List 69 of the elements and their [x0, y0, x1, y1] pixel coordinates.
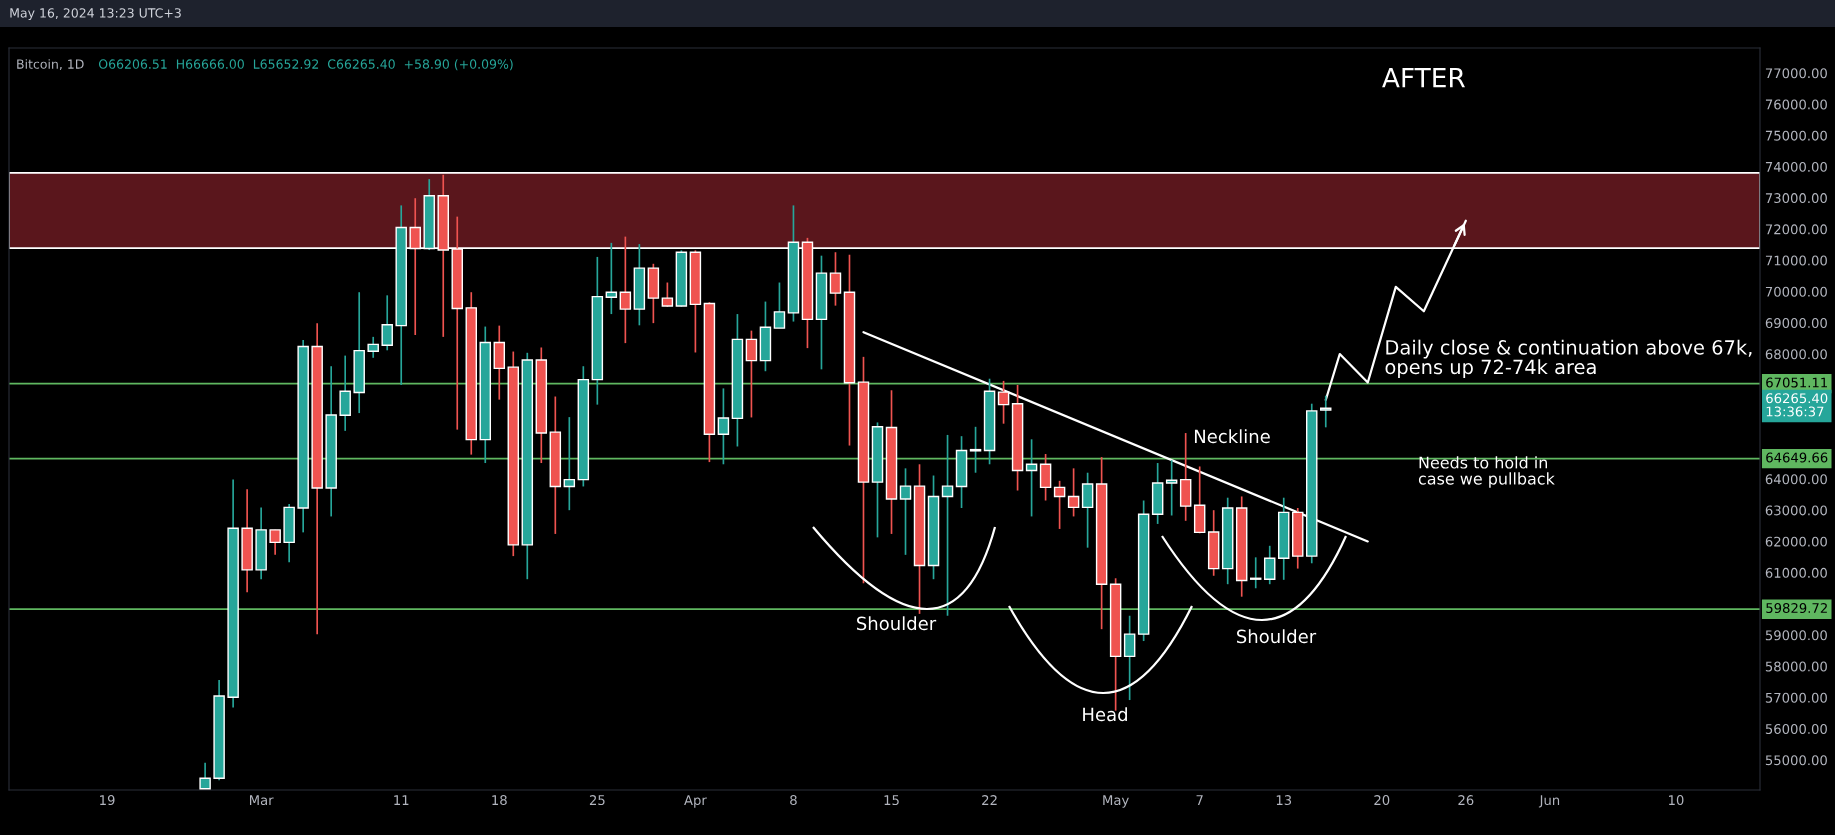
x-tick-label: 26 — [1458, 795, 1474, 806]
candlestick — [829, 251, 842, 307]
candlestick — [745, 329, 758, 419]
x-tick-label: Mar — [249, 795, 274, 806]
x-tick-label: 22 — [982, 795, 997, 805]
annotation: Daily close & continuation above 67k, opens up 72-74k area — [1385, 339, 1752, 379]
text: May 16, 2024 13:23 UTC+3 — [10, 8, 181, 21]
x-tick-label: 10 — [1669, 795, 1684, 806]
x-tick-label: 7 — [1196, 795, 1203, 805]
candlestick — [1067, 467, 1080, 518]
y-tick-label: 70000.00 — [1765, 286, 1827, 297]
y-tick-label: 57000.00 — [1765, 692, 1827, 703]
candlestick — [717, 387, 730, 466]
candlestick — [1263, 544, 1276, 586]
y-tick-label: 76000.00 — [1765, 99, 1827, 110]
candlestick — [381, 294, 393, 352]
y-tick-label: 58000.00 — [1765, 661, 1827, 672]
y-tick-label: 74000.00 — [1765, 161, 1827, 172]
y-tick-label: 63000.00 — [1765, 505, 1827, 516]
ref-line-label: 67051.11 — [1766, 377, 1827, 388]
annotation: Head — [1083, 707, 1127, 722]
candlestick — [1053, 479, 1066, 530]
candlestick — [1039, 453, 1052, 502]
annotation: Neckline — [1194, 429, 1270, 444]
candlestick — [969, 425, 982, 474]
y-tick-label: 62000.00 — [1765, 536, 1827, 547]
x-tick-label: 15 — [884, 795, 899, 806]
text: Bitcoin, 1D — [17, 59, 84, 71]
annotation: Shoulder — [1236, 629, 1317, 644]
candlestick — [1165, 459, 1178, 517]
y-tick-label: 71000.00 — [1765, 255, 1827, 266]
x-tick-label: 8 — [790, 795, 797, 806]
y-tick-label: 72000.00 — [1765, 224, 1827, 235]
x-tick-label: Apr — [684, 795, 707, 808]
y-tick-label: 55000.00 — [1765, 755, 1827, 766]
candlestick — [997, 380, 1010, 425]
x-tick-label: 13 — [1276, 795, 1292, 806]
candlestick — [563, 416, 576, 512]
y-tick-label: 77000.00 — [1765, 68, 1827, 79]
candlestick — [1081, 471, 1094, 549]
x-tick-label: May — [1103, 795, 1129, 808]
candlestick — [367, 336, 379, 359]
y-tick-label: 61000.00 — [1765, 567, 1827, 578]
annotation: AFTER — [1382, 67, 1465, 88]
x-tick-label: 11 — [394, 795, 409, 805]
text: O66206.51 H66666.00 L65652.92 C66265.40 +58.90 (+0.09%) — [98, 59, 513, 71]
x-tick-label: 25 — [589, 795, 605, 806]
x-tick-label: 19 — [100, 795, 115, 806]
candlestick — [1025, 438, 1038, 518]
candlestick — [773, 281, 786, 329]
x-tick-label: Jun — [1538, 795, 1560, 808]
y-tick-label: 56000.00 — [1765, 724, 1827, 734]
candlestick — [661, 281, 674, 308]
candlestick — [199, 761, 211, 790]
annotation: Needs to hold in case we pullback — [1418, 456, 1555, 488]
y-tick-label: 75000.00 — [1765, 130, 1827, 141]
y-tick-label: 69000.00 — [1765, 318, 1827, 329]
y-tick-label: 73000.00 — [1765, 193, 1827, 204]
y-tick-label: 68000.00 — [1765, 349, 1827, 360]
ref-line-label: 59829.72 — [1766, 603, 1827, 614]
annotation: Shoulder — [856, 616, 937, 631]
ref-line-label: 64649.66 — [1766, 452, 1828, 463]
candlestick — [899, 467, 912, 556]
candlestick — [269, 529, 281, 556]
text: 66265.40 13:36:37 — [1766, 393, 1828, 417]
y-tick-label: 59000.00 — [1765, 630, 1827, 641]
x-tick-label: 18 — [492, 795, 507, 806]
y-tick-label: 64000.00 — [1765, 474, 1827, 485]
x-tick-label: 20 — [1374, 795, 1390, 806]
